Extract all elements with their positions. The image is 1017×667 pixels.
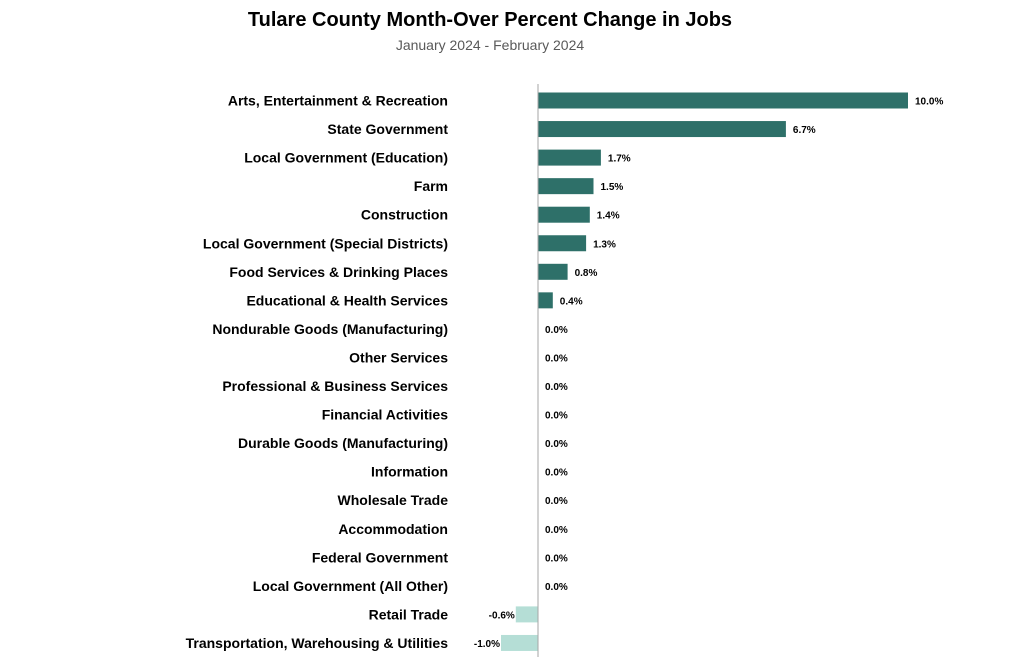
bars-group — [501, 92, 908, 651]
bar — [538, 92, 908, 109]
data-label: -0.6% — [489, 610, 515, 621]
category-label: Federal Government — [312, 549, 448, 565]
data-label: -1.0% — [474, 639, 500, 650]
data-label: 0.0% — [545, 411, 568, 422]
category-label: Construction — [361, 207, 448, 223]
category-label: Arts, Entertainment & Recreation — [228, 93, 448, 109]
data-label: 0.0% — [545, 325, 568, 336]
category-label: Food Services & Drinking Places — [229, 264, 448, 280]
data-label: 0.0% — [545, 353, 568, 364]
category-label: Local Government (Special Districts) — [203, 235, 448, 251]
bar — [538, 263, 568, 280]
bar — [538, 206, 590, 223]
category-label: Retail Trade — [369, 606, 449, 622]
category-label: Information — [371, 464, 448, 480]
data-label: 0.0% — [545, 525, 568, 536]
data-label: 1.4% — [597, 211, 620, 222]
category-label: Durable Goods (Manufacturing) — [238, 435, 448, 451]
data-label: 0.0% — [545, 582, 568, 593]
data-label: 1.5% — [601, 182, 624, 193]
category-label: Other Services — [349, 349, 448, 365]
data-label: 0.0% — [545, 496, 568, 507]
category-label: Local Government (Education) — [244, 150, 448, 166]
data-label: 0.4% — [560, 296, 583, 307]
category-label: Farm — [414, 178, 448, 194]
category-label: Nondurable Goods (Manufacturing) — [212, 321, 448, 337]
category-label: Transportation, Warehousing & Utilities — [186, 635, 449, 651]
data-label: 10.0% — [915, 97, 943, 108]
category-label: Professional & Business Services — [222, 378, 448, 394]
category-label: Educational & Health Services — [246, 292, 448, 308]
chart-subtitle: January 2024 - February 2024 — [395, 37, 585, 53]
chart-title: Tulare County Month-Over Percent Change … — [247, 9, 733, 31]
bar — [538, 121, 786, 138]
category-label: Wholesale Trade — [338, 492, 449, 508]
data-label: 6.7% — [793, 125, 816, 136]
bar — [538, 178, 594, 195]
bar — [538, 149, 601, 166]
value-labels-group: 10.0% 6.7% 1.7% 1.5% 1.4% 1.3% 0.8% 0.4% 0.0% 0.0… — [474, 97, 944, 650]
category-labels-group: Arts, Entertainment & Recreation State Go… — [186, 93, 449, 651]
category-label: Local Government (All Other) — [253, 578, 448, 594]
category-label: State Government — [327, 121, 448, 137]
bar — [538, 292, 553, 309]
data-label: 1.3% — [593, 239, 616, 250]
data-label: 0.8% — [575, 268, 598, 279]
data-label: 0.0% — [545, 439, 568, 450]
bar — [538, 235, 587, 252]
bar — [515, 606, 538, 623]
data-label: 0.0% — [545, 553, 568, 564]
category-label: Financial Activities — [322, 407, 449, 423]
data-label: 1.7% — [608, 154, 631, 165]
category-label: Accommodation — [338, 521, 448, 537]
bar — [501, 634, 538, 651]
data-label: 0.0% — [545, 382, 568, 393]
data-label: 0.0% — [545, 468, 568, 479]
